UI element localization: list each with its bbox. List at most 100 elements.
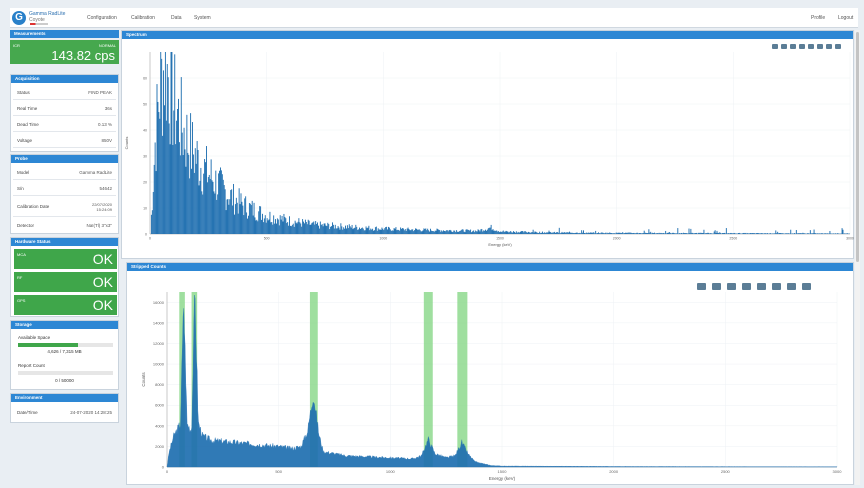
histogram-bar	[587, 232, 589, 234]
histogram-bar	[380, 229, 382, 234]
histogram-bar	[206, 146, 207, 234]
histogram-bar	[525, 231, 527, 234]
histogram-bar	[500, 231, 501, 234]
nav-logout[interactable]: Logout	[838, 15, 854, 21]
histogram-bar	[335, 228, 337, 234]
icr-box: ICR NORMAL 143.82 cps	[10, 40, 119, 64]
histogram-bar	[175, 144, 177, 234]
histogram-bar	[213, 191, 215, 234]
page-scrollbar[interactable]	[855, 30, 860, 485]
nav-profile[interactable]: Profile	[811, 15, 826, 21]
histogram-bar	[536, 232, 538, 234]
histogram-bar	[612, 233, 614, 234]
histogram-bar	[479, 231, 481, 234]
home-icon[interactable]	[787, 283, 796, 290]
y-tick-label: 30	[143, 155, 147, 159]
zoom-icon[interactable]	[781, 44, 787, 49]
y-axis-label: Counts	[141, 372, 146, 387]
histogram-bar	[192, 154, 194, 234]
zoom-in-icon[interactable]	[799, 44, 805, 49]
histogram-bar	[272, 224, 274, 234]
histogram-bar	[391, 230, 393, 234]
camera-icon[interactable]	[772, 44, 778, 49]
histogram-bar	[526, 232, 528, 234]
probe-caldate-label: Calibration Date	[17, 204, 50, 209]
histogram-bar	[631, 233, 633, 234]
zoom-out-icon[interactable]	[808, 44, 814, 49]
histogram-bar	[564, 232, 566, 234]
measurements-header: Measurements	[10, 30, 119, 38]
histogram-bar	[377, 228, 379, 234]
pan-icon[interactable]	[790, 44, 796, 49]
nav-data[interactable]: Data	[171, 15, 182, 21]
histogram-bar	[598, 233, 600, 234]
histogram-bar	[215, 170, 217, 234]
histogram-bar	[719, 232, 721, 234]
nav-calibration[interactable]: Calibration	[131, 15, 155, 21]
histogram-bar	[645, 232, 647, 234]
autoscale-icon[interactable]	[817, 44, 823, 49]
histogram-bar	[351, 224, 353, 234]
nav-system[interactable]: System	[194, 15, 211, 21]
histogram-bar	[742, 233, 744, 234]
histogram-bar	[210, 159, 212, 234]
x-tick-label: 2500	[721, 469, 731, 474]
histogram-bar	[762, 233, 764, 234]
zoom-icon[interactable]	[712, 283, 721, 290]
hardware-header: Hardware Status	[11, 238, 118, 246]
histogram-bar	[228, 204, 230, 234]
hw-gps-box: GPS OK	[14, 295, 117, 315]
histogram-bar	[509, 231, 511, 234]
histogram-bar	[302, 219, 304, 234]
histogram-bar	[591, 232, 593, 234]
histogram-bar	[487, 228, 489, 234]
histogram-bar	[614, 233, 616, 234]
storage-space-label: Available Space	[18, 335, 51, 340]
camera-icon[interactable]	[697, 283, 706, 290]
pan-icon[interactable]	[727, 283, 736, 290]
histogram-bar	[267, 220, 269, 234]
histogram-bar	[792, 233, 794, 234]
histogram-bar	[822, 233, 823, 234]
histogram-bar	[764, 233, 766, 234]
zoom-in-icon[interactable]	[742, 283, 751, 290]
histogram-bar	[427, 228, 429, 234]
histogram-bar	[497, 231, 499, 234]
histogram-bar	[490, 224, 492, 234]
acq-row-realtime: Real Time 36s	[13, 101, 116, 116]
histogram-bar	[518, 232, 520, 234]
histogram-bar	[837, 233, 839, 234]
histogram-bar	[643, 230, 645, 234]
histogram-bar	[337, 226, 339, 234]
histogram-bar	[263, 218, 265, 234]
histogram-bar	[729, 233, 731, 234]
histogram-bar	[772, 233, 774, 234]
histogram-bar	[485, 229, 486, 234]
spike-lines-icon[interactable]	[802, 283, 811, 290]
home-icon[interactable]	[826, 44, 832, 49]
histogram-bar	[763, 233, 765, 234]
histogram-bar	[820, 233, 822, 234]
probe-detector-value: NaI(Tl) 3"x3"	[86, 223, 112, 228]
histogram-bar	[580, 233, 582, 234]
scrollbar-thumb[interactable]	[856, 32, 859, 262]
spike-lines-icon[interactable]	[835, 44, 841, 49]
histogram-bar	[530, 232, 532, 234]
autoscale-icon[interactable]	[772, 283, 781, 290]
stripped-area	[166, 295, 838, 468]
spectrum-chart[interactable]: 0 10 20 30 40 50 60 0 500 1000 1500 2000 2500 3000 Ene…	[122, 40, 855, 260]
histogram-bar	[802, 232, 804, 234]
histogram-bar	[344, 228, 346, 234]
nav-configuration[interactable]: Configuration	[87, 15, 117, 21]
histogram-bar	[348, 224, 350, 234]
histogram-bar	[220, 167, 221, 234]
histogram-bar	[689, 233, 691, 234]
stripped-chart[interactable]: 0 2000 4000 6000 8000 10000 12000 14000 16000 0 50…	[127, 272, 855, 486]
zoom-out-icon[interactable]	[757, 283, 766, 290]
histogram-bar	[801, 233, 803, 234]
probe-caldate-value: 22/07/2020 15:24:09	[91, 201, 112, 212]
histogram-bar	[331, 226, 332, 234]
app-logo-icon[interactable]: G	[12, 11, 26, 25]
histogram-bar	[606, 233, 608, 234]
histogram-bar	[225, 210, 227, 234]
